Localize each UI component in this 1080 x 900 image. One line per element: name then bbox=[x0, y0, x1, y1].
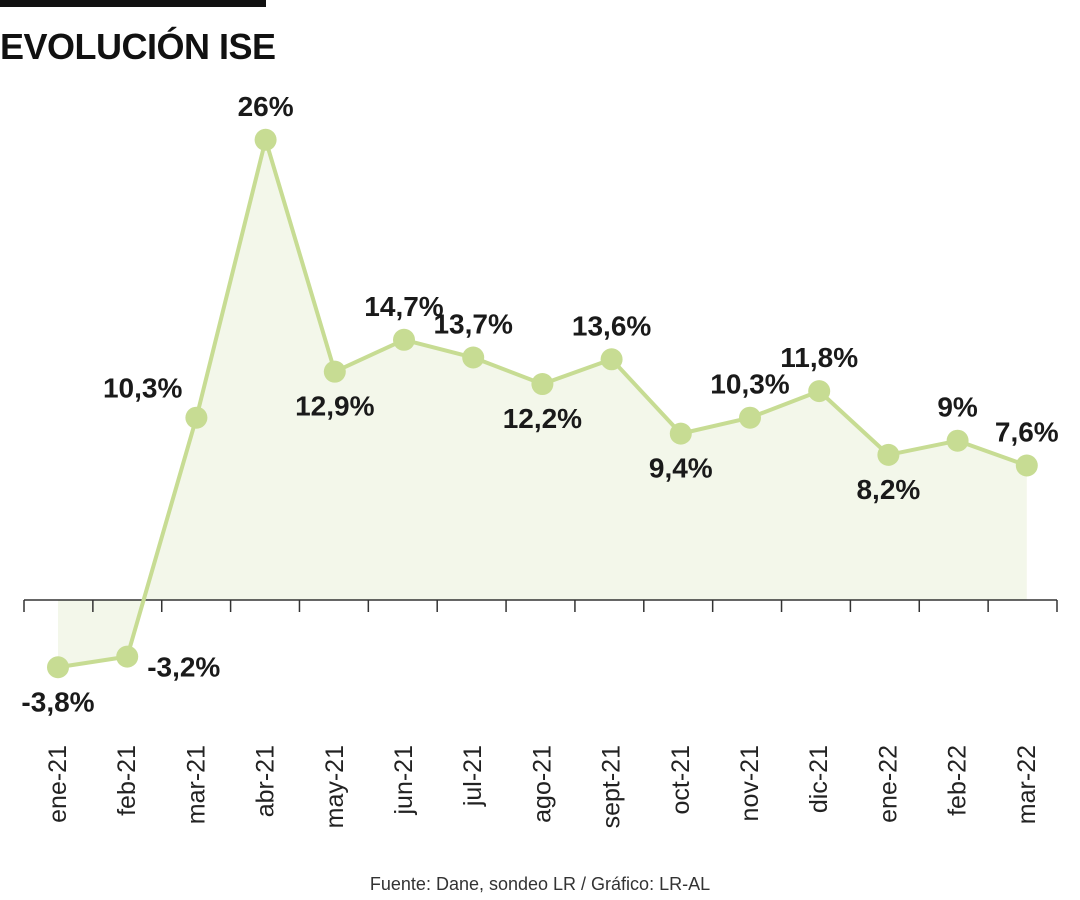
data-label-oct-21: 9,4% bbox=[649, 453, 713, 484]
x-tick-label-ago-21: ago-21 bbox=[528, 745, 556, 823]
data-label-may-21: 12,9% bbox=[295, 391, 374, 422]
chart-title: EVOLUCIÓN ISE bbox=[0, 26, 276, 67]
x-tick-label-abr-21: abr-21 bbox=[252, 745, 280, 817]
data-point-feb-22 bbox=[946, 429, 969, 452]
title-rule bbox=[0, 0, 266, 7]
data-label-mar-22: 7,6% bbox=[995, 416, 1059, 447]
data-point-nov-21 bbox=[739, 406, 761, 429]
data-label-sept-21: 13,6% bbox=[572, 310, 651, 341]
data-point-may-21 bbox=[323, 360, 346, 383]
data-point-dic-21 bbox=[808, 380, 831, 403]
data-label-jul-21: 13,7% bbox=[433, 309, 512, 340]
data-point-feb-21 bbox=[116, 645, 139, 668]
data-point-jun-21 bbox=[393, 328, 415, 351]
data-point-ene-22 bbox=[877, 443, 900, 466]
source-note: Fuente: Dane, sondeo LR / Gráfico: LR-AL bbox=[369, 874, 711, 894]
x-tick-label-ene-21: ene-21 bbox=[44, 745, 72, 823]
x-tick-label-sept-21: sept-21 bbox=[598, 745, 626, 828]
data-label-dic-21: 11,8% bbox=[780, 342, 858, 373]
x-tick-label-oct-21: oct-21 bbox=[667, 745, 695, 814]
x-tick-label-ene-22: ene-22 bbox=[874, 745, 902, 823]
data-label-mar-21: 10,3% bbox=[103, 373, 182, 404]
data-point-ago-21 bbox=[531, 373, 554, 396]
data-point-abr-21 bbox=[254, 128, 277, 151]
data-point-jul-21 bbox=[462, 346, 485, 369]
data-point-ene-21 bbox=[47, 656, 69, 679]
x-tick-labels: ene-21 feb-21 mar-21 abr-21 may-21 jun-21 jul-… bbox=[44, 745, 1041, 828]
area-fill bbox=[58, 139, 1027, 668]
data-point-sept-21 bbox=[600, 348, 623, 371]
x-tick-label-mar-21: mar-21 bbox=[182, 745, 210, 824]
data-point-mar-21 bbox=[185, 406, 208, 429]
x-tick-label-jun-21: jun-21 bbox=[390, 745, 418, 816]
data-markers bbox=[47, 128, 1038, 679]
x-tick-label-jul-21: jul-21 bbox=[459, 745, 487, 807]
x-tick-label-nov-21: nov-21 bbox=[736, 745, 764, 821]
data-label-feb-22: 9% bbox=[937, 392, 978, 423]
x-tick-label-feb-22: feb-22 bbox=[944, 745, 972, 816]
data-label-nov-21: 10,3% bbox=[710, 369, 789, 400]
data-label-ago-21: 12,2% bbox=[503, 403, 582, 434]
x-tick-label-dic-21: dic-21 bbox=[805, 745, 833, 813]
data-label-ene-22: 8,2% bbox=[856, 474, 920, 505]
x-tick-label-mar-22: mar-22 bbox=[1013, 745, 1041, 824]
data-point-mar-22 bbox=[1015, 454, 1038, 477]
x-tick-label-feb-21: feb-21 bbox=[113, 745, 141, 816]
data-point-oct-21 bbox=[669, 422, 692, 445]
x-axis bbox=[23, 599, 1058, 612]
data-label-feb-21: -3,2% bbox=[147, 652, 220, 683]
data-label-ene-21: -3,8% bbox=[21, 686, 94, 717]
data-label-jun-21: 14,7% bbox=[364, 291, 443, 322]
data-label-abr-21: 26% bbox=[238, 91, 294, 122]
x-tick-label-may-21: may-21 bbox=[321, 745, 349, 828]
data-labels: -3,8% -3,2% 10,3% 26% 12,9% 14,7%13,7% 12,2% 13… bbox=[21, 91, 1058, 717]
